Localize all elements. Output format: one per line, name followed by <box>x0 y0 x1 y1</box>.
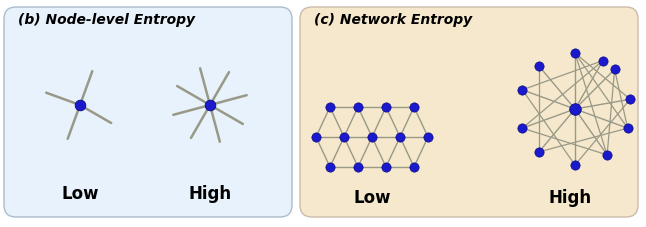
Point <box>75 103 85 107</box>
Point <box>395 135 405 139</box>
Point <box>609 68 620 71</box>
Point <box>517 88 528 92</box>
FancyBboxPatch shape <box>300 7 638 217</box>
Point <box>353 165 363 169</box>
Point <box>353 105 363 109</box>
Point <box>409 105 419 109</box>
Point <box>325 165 335 169</box>
Point <box>625 97 635 101</box>
Point <box>423 135 433 139</box>
Point <box>339 135 349 139</box>
Point <box>598 59 608 62</box>
Point <box>367 135 377 139</box>
Point <box>602 153 612 157</box>
Point <box>205 103 215 107</box>
Point <box>381 105 391 109</box>
Point <box>570 51 580 55</box>
Text: Low: Low <box>353 189 391 207</box>
Point <box>534 64 544 68</box>
Point <box>623 126 633 130</box>
Point <box>381 165 391 169</box>
Point <box>325 105 335 109</box>
Text: (b) Node-level Entropy: (b) Node-level Entropy <box>18 13 195 27</box>
Point <box>570 163 580 167</box>
FancyBboxPatch shape <box>4 7 292 217</box>
Point <box>517 126 528 130</box>
Text: High: High <box>548 189 592 207</box>
Point <box>409 165 419 169</box>
Point <box>534 150 544 154</box>
Text: Low: Low <box>61 185 99 203</box>
Text: (c) Network Entropy: (c) Network Entropy <box>314 13 472 27</box>
Text: High: High <box>189 185 231 203</box>
Point <box>311 135 321 139</box>
Point <box>570 107 580 111</box>
